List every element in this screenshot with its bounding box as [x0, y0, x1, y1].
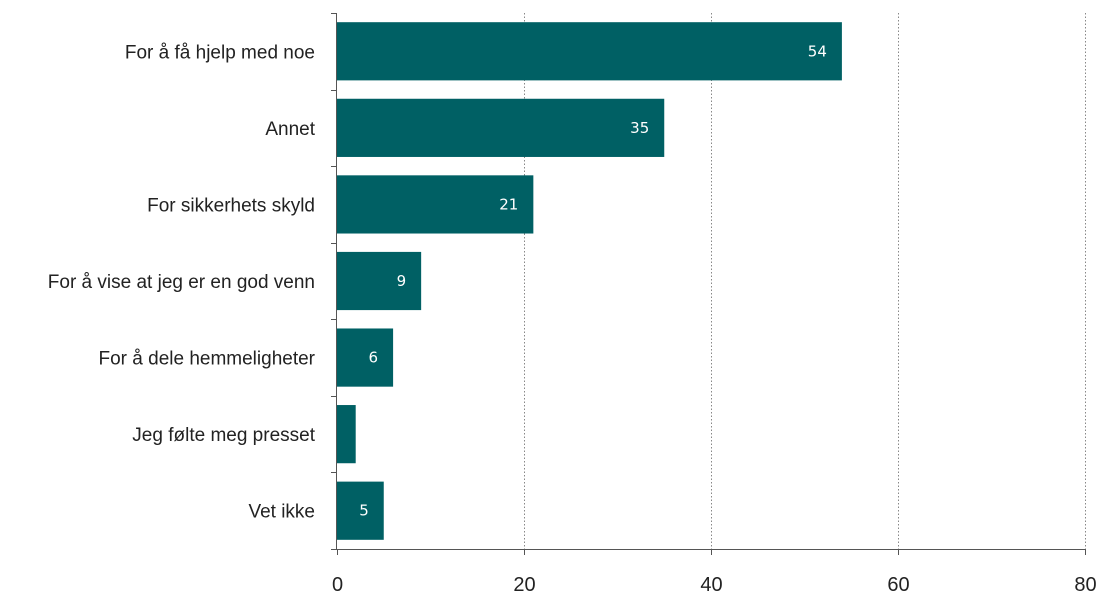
- bar: [337, 251, 422, 311]
- grid-lines: [524, 13, 1086, 549]
- bar: [337, 328, 394, 387]
- axes: [331, 13, 1086, 555]
- category-label: For å vise at jeg er en god venn: [48, 272, 315, 293]
- data-label: 54: [808, 42, 827, 60]
- category-label: For å få hjelp med noe: [125, 42, 315, 63]
- category-label: Jeg følte meg presset: [132, 425, 315, 446]
- data-label: 9: [397, 272, 407, 290]
- category-label: For sikkerhets skyld: [147, 195, 315, 216]
- x-tick-label: 80: [1074, 574, 1096, 596]
- data-label: 6: [369, 349, 379, 367]
- x-tick-label: 40: [700, 574, 722, 596]
- bar: [337, 175, 534, 234]
- category-labels: For å få hjelp med noe Annet For sikkerhet…: [48, 42, 316, 522]
- x-tick-label: 0: [332, 574, 343, 596]
- category-label: For å dele hemmeligheter: [99, 349, 316, 370]
- data-label: 5: [359, 502, 369, 520]
- x-tick-label: 60: [887, 574, 909, 596]
- bar: [337, 22, 842, 81]
- tick-labels: 0 20 40 60 80: [332, 574, 1097, 596]
- data-label: 21: [499, 195, 518, 213]
- bar: [337, 481, 384, 540]
- bars: [337, 22, 842, 540]
- data-label: 35: [630, 119, 649, 137]
- category-label: Annet: [265, 119, 315, 140]
- category-label: Vet ikke: [248, 502, 315, 523]
- x-tick-label: 20: [513, 574, 535, 596]
- bar: [337, 405, 356, 464]
- data-labels: 54 35 21 9 6 5: [359, 42, 827, 519]
- bar: [337, 98, 665, 157]
